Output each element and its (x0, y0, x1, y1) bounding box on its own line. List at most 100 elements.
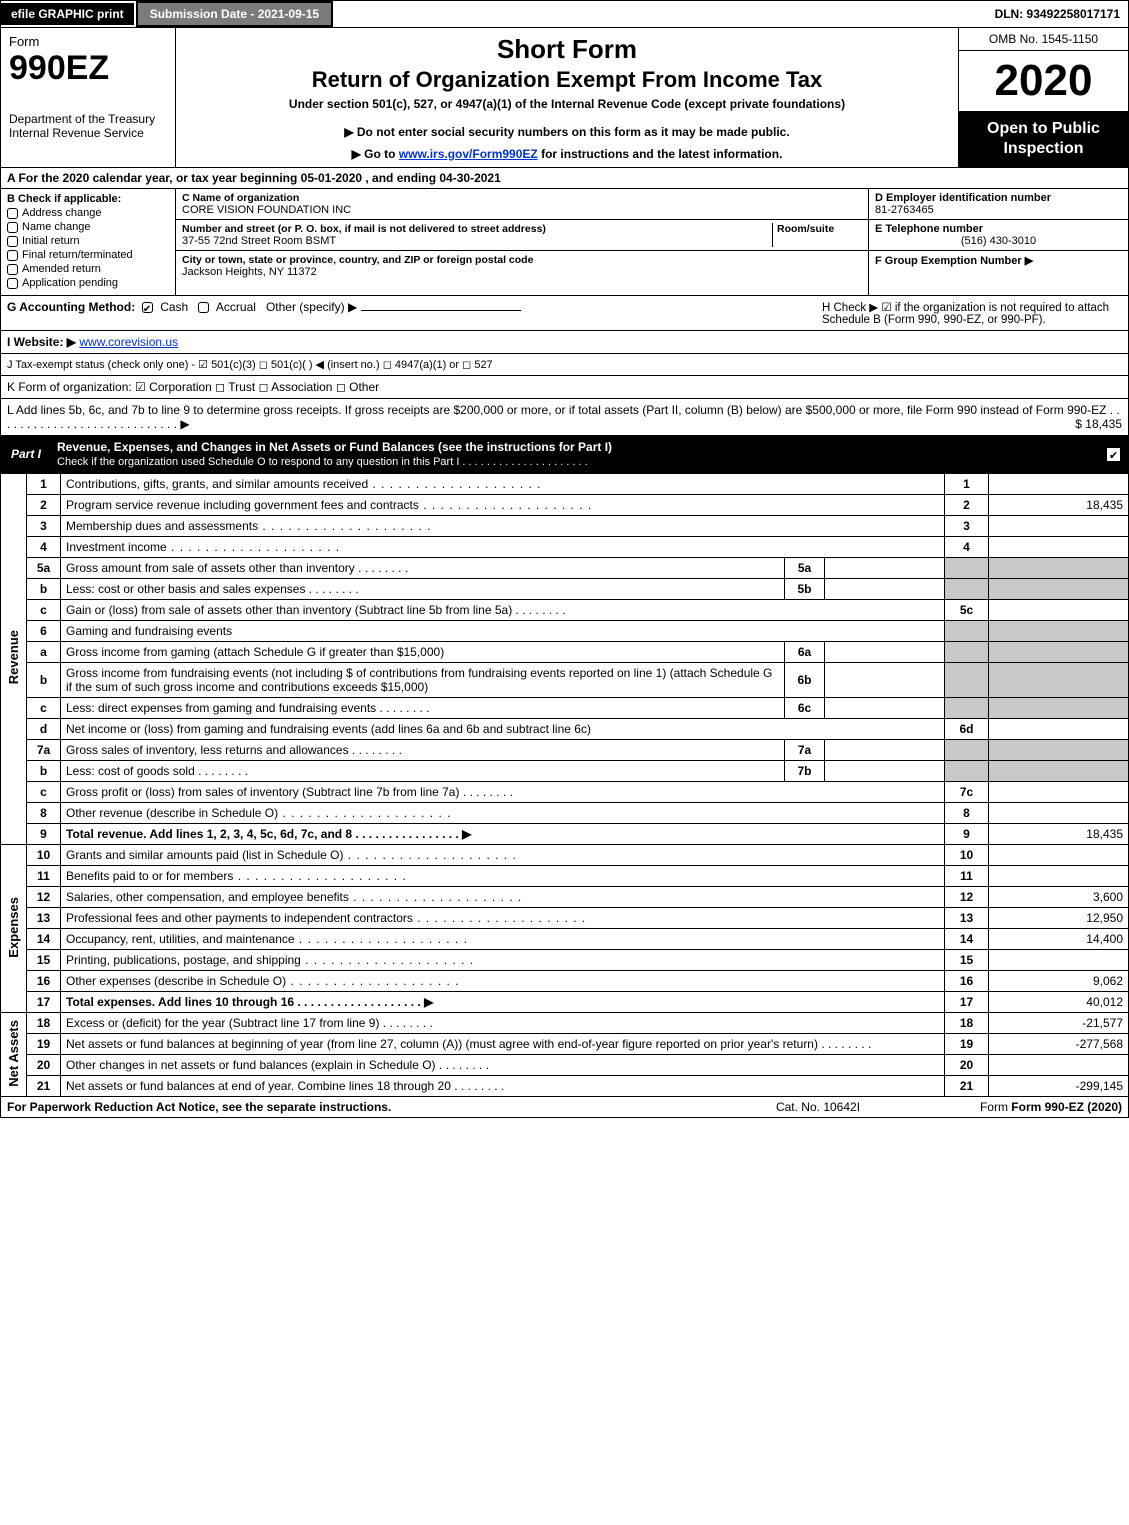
org-city: Jackson Heights, NY 11372 (182, 266, 862, 278)
line-ref: 6d (945, 719, 989, 740)
inline-ref: 6c (785, 698, 825, 719)
line-desc: Gaming and fundraising events (61, 621, 945, 642)
line-amount: 18,435 (989, 495, 1129, 516)
note2-pre: ▶ Go to (352, 147, 399, 161)
checkbox-icon[interactable] (1107, 448, 1120, 461)
line-num: 16 (27, 971, 61, 992)
line-num: c (27, 782, 61, 803)
line-desc: Total expenses. Add lines 10 through 16 … (61, 992, 945, 1013)
line-desc: Net assets or fund balances at end of ye… (61, 1076, 945, 1097)
chk-label: Initial return (22, 235, 79, 247)
row-l: L Add lines 5b, 6c, and 7b to line 9 to … (0, 399, 1129, 436)
line-num: 12 (27, 887, 61, 908)
note-link: ▶ Go to www.irs.gov/Form990EZ for instru… (186, 147, 948, 161)
checkbox-icon[interactable] (198, 302, 209, 313)
chk-amended-return[interactable]: Amended return (7, 263, 169, 275)
other-input-line[interactable] (361, 310, 521, 311)
line-amount: 40,012 (989, 992, 1129, 1013)
inline-amount (825, 698, 945, 719)
org-name-label: C Name of organization (182, 192, 862, 204)
line-amount: 9,062 (989, 971, 1129, 992)
website-link[interactable]: www.corevision.us (79, 335, 178, 349)
line-ref: 20 (945, 1055, 989, 1076)
line-num: d (27, 719, 61, 740)
line-ref: 21 (945, 1076, 989, 1097)
line-num: 15 (27, 950, 61, 971)
table-row: 5a Gross amount from sale of assets othe… (1, 558, 1129, 579)
line-desc: Salaries, other compensation, and employ… (61, 887, 945, 908)
room-label: Room/suite (777, 223, 862, 235)
line-desc: Grants and similar amounts paid (list in… (61, 845, 945, 866)
line-desc: Gross income from fundraising events (no… (61, 663, 785, 698)
irs-link[interactable]: www.irs.gov/Form990EZ (399, 147, 538, 161)
chk-address-change[interactable]: Address change (7, 207, 169, 219)
line-desc: Occupancy, rent, utilities, and maintena… (61, 929, 945, 950)
footer-center: Cat. No. 10642I (708, 1097, 928, 1117)
section-b: B Check if applicable: Address change Na… (1, 189, 176, 295)
row-l-amount: $ 18,435 (1075, 417, 1122, 431)
chk-initial-return[interactable]: Initial return (7, 235, 169, 247)
block-bcdef: B Check if applicable: Address change Na… (0, 189, 1129, 296)
table-row: 19 Net assets or fund balances at beginn… (1, 1034, 1129, 1055)
main-title: Return of Organization Exempt From Incom… (186, 67, 948, 93)
line-amount-shaded (989, 740, 1129, 761)
header-left: Form 990EZ Department of the Treasury In… (1, 28, 176, 167)
line-amount: -299,145 (989, 1076, 1129, 1097)
line-amount (989, 537, 1129, 558)
inline-amount (825, 761, 945, 782)
line-num: 9 (27, 824, 61, 845)
subtitle: Under section 501(c), 527, or 4947(a)(1)… (186, 97, 948, 111)
checkbox-icon (7, 208, 18, 219)
inline-ref: 6a (785, 642, 825, 663)
line-num: 17 (27, 992, 61, 1013)
line-amount (989, 1055, 1129, 1076)
line-amount: -21,577 (989, 1013, 1129, 1034)
chk-name-change[interactable]: Name change (7, 221, 169, 233)
line-ref-shaded (945, 663, 989, 698)
line-amount-shaded (989, 579, 1129, 600)
row-k: K Form of organization: ☑ Corporation ◻ … (0, 376, 1129, 399)
chk-application-pending[interactable]: Application pending (7, 277, 169, 289)
short-form-title: Short Form (186, 34, 948, 65)
checkbox-icon (7, 250, 18, 261)
checkbox-icon[interactable] (142, 302, 153, 313)
part-i-sub: Check if the organization used Schedule … (57, 456, 588, 468)
line-amount: 14,400 (989, 929, 1129, 950)
line-num: c (27, 600, 61, 621)
inline-ref: 7b (785, 761, 825, 782)
table-row: 16 Other expenses (describe in Schedule … (1, 971, 1129, 992)
form-word: Form (9, 34, 167, 49)
org-name-cell: C Name of organization CORE VISION FOUND… (176, 189, 868, 220)
header-center: Short Form Return of Organization Exempt… (176, 28, 958, 167)
line-num: 13 (27, 908, 61, 929)
line-ref: 14 (945, 929, 989, 950)
table-row: 12 Salaries, other compensation, and emp… (1, 887, 1129, 908)
cash-label: Cash (160, 300, 188, 314)
efile-label[interactable]: efile GRAPHIC print (1, 3, 134, 25)
open-to-public: Open to Public Inspection (959, 111, 1128, 167)
section-e: E Telephone number (516) 430-3010 (869, 220, 1128, 251)
note-ssn: ▶ Do not enter social security numbers o… (186, 125, 948, 139)
line-desc: Other revenue (describe in Schedule O) (61, 803, 945, 824)
table-row: Revenue 1 Contributions, gifts, grants, … (1, 474, 1129, 495)
line-num: 3 (27, 516, 61, 537)
footer-left: For Paperwork Reduction Act Notice, see … (1, 1097, 708, 1117)
expenses-section-label: Expenses (1, 845, 27, 1013)
line-num: 14 (27, 929, 61, 950)
line-num: 1 (27, 474, 61, 495)
line-ref: 16 (945, 971, 989, 992)
table-row: 3 Membership dues and assessments 3 (1, 516, 1129, 537)
note2-post: for instructions and the latest informat… (538, 147, 783, 161)
table-row: b Gross income from fundraising events (… (1, 663, 1129, 698)
footer: For Paperwork Reduction Act Notice, see … (0, 1097, 1129, 1118)
chk-final-return[interactable]: Final return/terminated (7, 249, 169, 261)
row-h-text: H Check ▶ ☑ if the organization is not r… (822, 302, 1109, 326)
header-right: OMB No. 1545-1150 2020 Open to Public In… (958, 28, 1128, 167)
row-gh: G Accounting Method: Cash Accrual Other … (0, 296, 1129, 331)
line-ref: 1 (945, 474, 989, 495)
table-row: b Less: cost of goods sold 7b (1, 761, 1129, 782)
table-row: c Gross profit or (loss) from sales of i… (1, 782, 1129, 803)
line-desc: Gross amount from sale of assets other t… (61, 558, 785, 579)
inline-amount (825, 663, 945, 698)
table-row: 14 Occupancy, rent, utilities, and maint… (1, 929, 1129, 950)
